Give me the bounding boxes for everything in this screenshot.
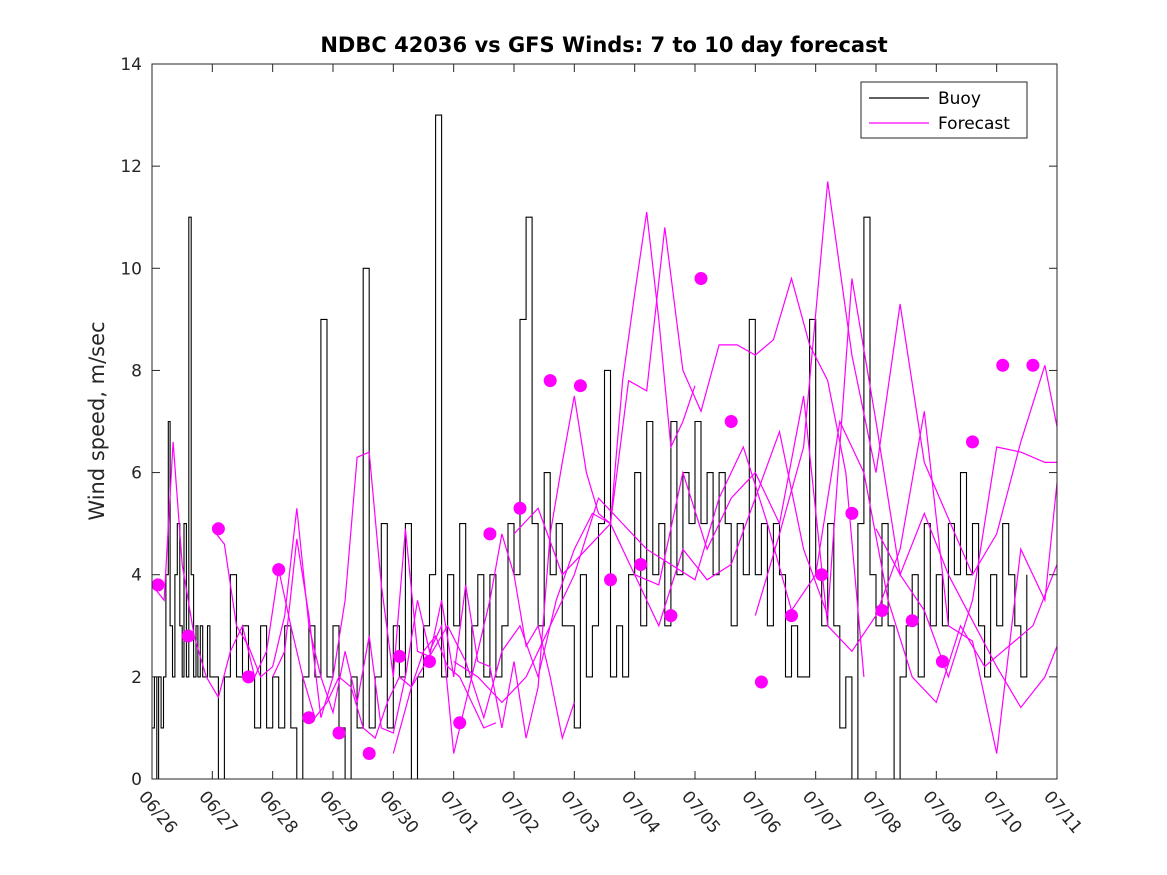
forecast-marker xyxy=(845,506,859,520)
forecast-marker xyxy=(664,609,678,623)
forecast-marker xyxy=(785,609,798,623)
y-tick-label: 0 xyxy=(131,770,142,790)
y-tick-label: 8 xyxy=(131,361,142,381)
forecast-marker xyxy=(332,726,346,740)
forecast-marker xyxy=(242,670,255,684)
forecast-marker xyxy=(875,604,889,617)
y-tick-label: 10 xyxy=(120,259,142,279)
forecast-marker xyxy=(302,711,316,725)
forecast-series-line-1 xyxy=(152,441,497,740)
forecast-marker xyxy=(966,435,979,449)
y-tick-label: 12 xyxy=(120,157,142,177)
legend-entry-label: Buoy xyxy=(938,89,981,109)
forecast-marker xyxy=(423,655,436,668)
forecast-marker xyxy=(815,568,829,582)
forecast-marker xyxy=(453,716,467,730)
forecast-marker xyxy=(513,501,527,515)
forecast-marker xyxy=(634,558,648,571)
forecast-marker xyxy=(181,629,195,643)
forecast-marker xyxy=(543,374,557,388)
legend-box xyxy=(860,81,1028,139)
forecast-series-line-2 xyxy=(211,508,575,754)
forecast-series-line-8 xyxy=(754,181,1057,616)
forecast-marker xyxy=(211,522,225,536)
y-tick-label: 2 xyxy=(131,668,142,688)
forecast-series-line-9 xyxy=(875,446,1057,679)
forecast-series-line-5 xyxy=(453,419,1057,704)
forecast-series-line-4 xyxy=(392,227,865,754)
plot-frame xyxy=(151,63,1058,780)
y-tick-label: 14 xyxy=(120,55,142,75)
forecast-marker xyxy=(483,527,497,541)
forecast-series-line-7 xyxy=(634,395,1057,754)
forecast-marker xyxy=(362,747,376,760)
forecast-marker xyxy=(694,272,708,285)
forecast-marker xyxy=(392,649,406,663)
forecast-marker xyxy=(754,675,768,689)
chart-title: NDBC 42036 vs GFS Winds: 7 to 10 day for… xyxy=(320,33,887,57)
legend: Buoy Forecast xyxy=(860,81,1028,139)
forecast-marker xyxy=(935,655,949,668)
y-axis-label: Wind speed, m/sec xyxy=(85,321,109,520)
forecast-marker xyxy=(573,379,587,393)
forecast-marker xyxy=(905,614,919,628)
buoy-series-line xyxy=(152,114,1028,779)
legend-entry-label: Forecast xyxy=(938,114,1010,134)
forecast-marker xyxy=(996,358,1010,372)
forecast-marker xyxy=(272,563,286,577)
forecast-marker xyxy=(1026,358,1040,372)
forecast-marker xyxy=(152,578,165,592)
y-tick-label: 6 xyxy=(131,464,142,484)
forecast-marker xyxy=(724,415,738,428)
forecast-series-line-3 xyxy=(272,212,696,739)
forecast-marker xyxy=(604,573,617,587)
y-tick-label: 4 xyxy=(131,566,142,586)
